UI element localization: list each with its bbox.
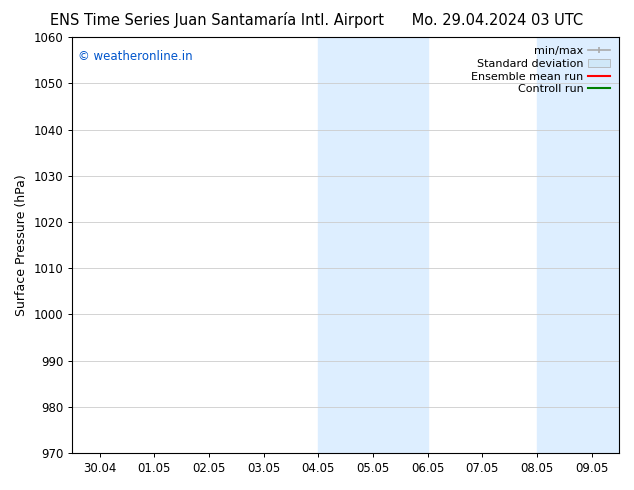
Bar <box>537 37 634 453</box>
Y-axis label: Surface Pressure (hPa): Surface Pressure (hPa) <box>15 174 28 316</box>
Text: ENS Time Series Juan Santamaría Intl. Airport      Mo. 29.04.2024 03 UTC: ENS Time Series Juan Santamaría Intl. Ai… <box>51 12 583 28</box>
Text: © weatheronline.in: © weatheronline.in <box>78 49 193 63</box>
Legend: min/max, Standard deviation, Ensemble mean run, Controll run: min/max, Standard deviation, Ensemble me… <box>468 43 614 98</box>
Bar <box>318 37 428 453</box>
